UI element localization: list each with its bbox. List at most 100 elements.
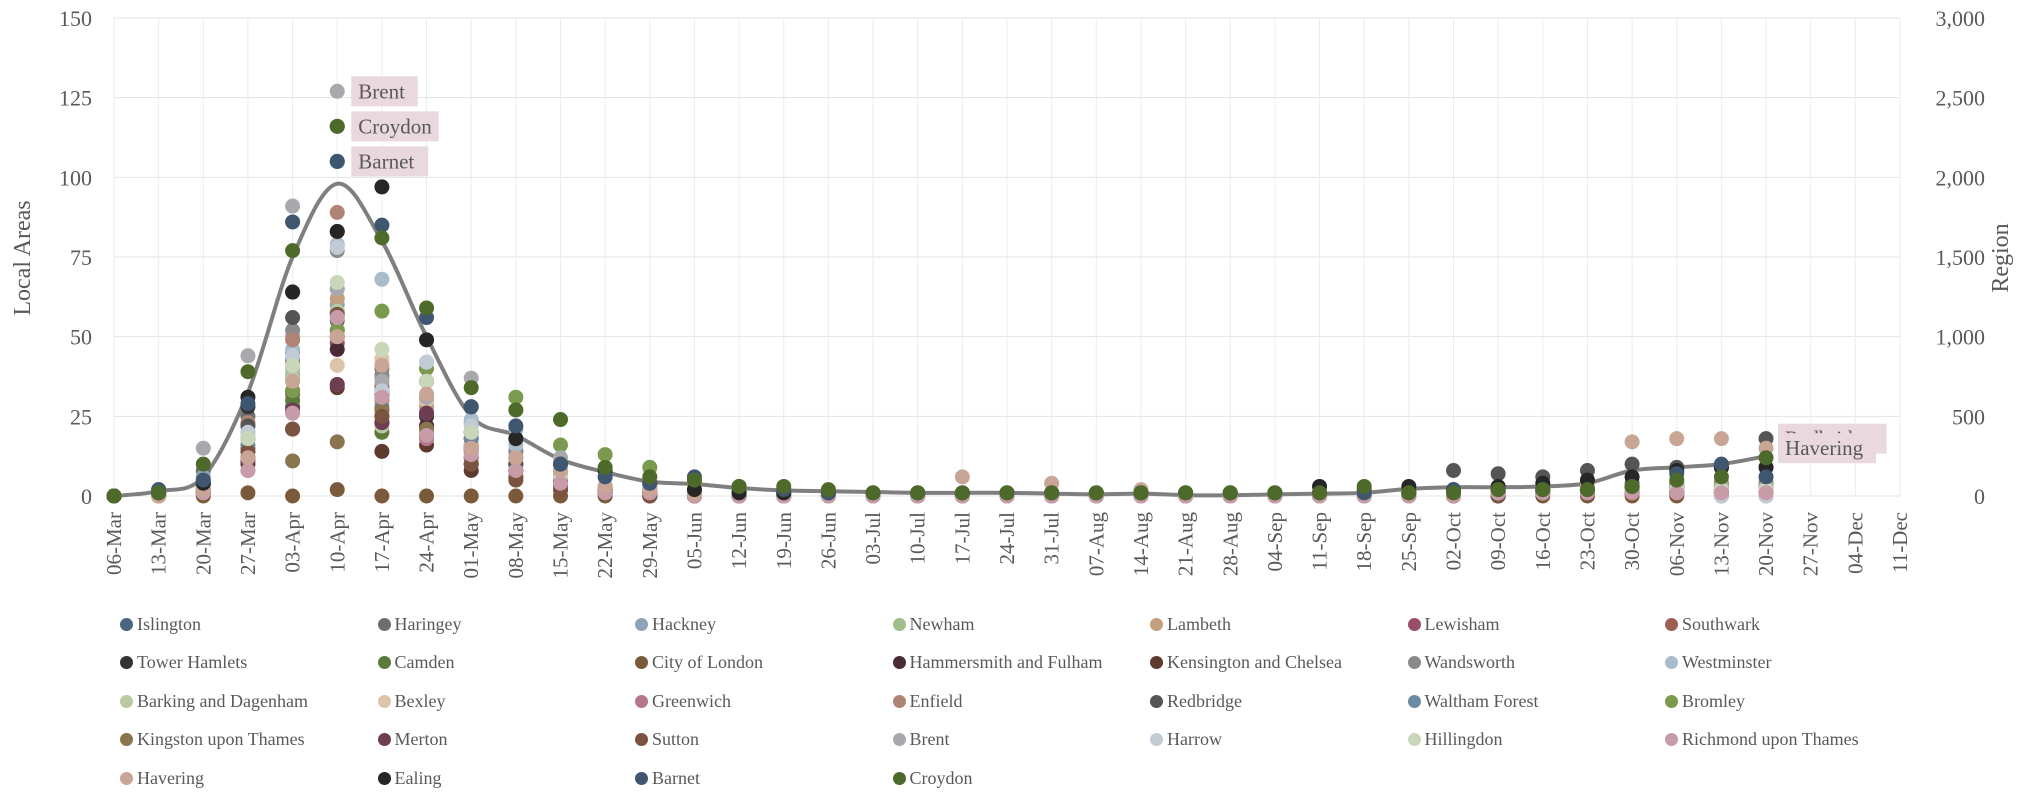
legend-item: Redbridge: [1150, 688, 1242, 714]
data-point: [463, 424, 479, 440]
series-redbridge: [106, 310, 1774, 504]
data-point: [285, 421, 301, 437]
legend-label: Sutton: [652, 729, 700, 749]
legend-swatch: [377, 656, 391, 669]
data-point: [553, 475, 568, 491]
legend-label: Ealing: [394, 767, 442, 788]
data-point: [329, 482, 345, 498]
legend-swatch: [1150, 617, 1163, 631]
data-point: [329, 357, 345, 373]
legend-item: Newham: [892, 611, 975, 637]
annotation-label: Croydon: [358, 114, 432, 138]
left-tick-label: 25: [70, 404, 92, 429]
series-haringey: [106, 313, 1774, 504]
data-point: [285, 453, 301, 469]
annotation: Croydon: [329, 111, 439, 142]
data-point: [553, 456, 568, 472]
data-point: [1713, 469, 1729, 485]
series-enfield: [106, 204, 1774, 504]
data-point: [374, 389, 390, 405]
legend-item: Islington: [120, 611, 201, 637]
x-tick-label: 24-Apr: [415, 512, 439, 573]
data-point: [374, 357, 390, 373]
legend-label: Richmond upon Thames: [1682, 729, 1859, 749]
data-point: [1178, 485, 1194, 501]
x-tick-label: 04-Dec: [1843, 512, 1867, 574]
legend-swatch: [635, 656, 648, 669]
scatter-points: [106, 118, 1774, 504]
legend-label: Waltham Forest: [1424, 690, 1539, 711]
data-point: [1267, 485, 1283, 501]
legend-label: Brent: [909, 729, 950, 749]
x-tick-label: 11-Dec: [1888, 512, 1912, 573]
data-point: [419, 332, 435, 348]
legend-swatch: [635, 771, 648, 785]
data-point: [285, 214, 301, 230]
legend-item: Lewisham: [1407, 611, 1499, 637]
left-axis: 0 25 50 75 100 125 150: [59, 6, 92, 509]
data-point: [329, 376, 345, 392]
legend-label: Harrow: [1167, 729, 1222, 749]
data-point: [1669, 485, 1685, 501]
x-tick-label: 24-Jul: [995, 512, 1019, 565]
x-tick-label: 31-Jul: [1040, 512, 1064, 565]
data-point: [1088, 485, 1104, 501]
x-tick-label: 02-Oct: [1442, 512, 1466, 570]
legend-item: Hackney: [635, 611, 716, 637]
data-point: [910, 485, 926, 501]
data-point: [954, 469, 970, 485]
legend-label: Barking and Dagenham: [137, 690, 308, 711]
x-tick-label: 28-Aug: [1218, 512, 1242, 577]
annotation-marker: [329, 153, 345, 169]
legend-swatch: [892, 617, 906, 631]
legend-swatch: [1150, 694, 1163, 708]
data-point: [508, 488, 524, 504]
x-tick-label: 01-May: [459, 512, 483, 579]
series-hackney: [106, 297, 1774, 504]
data-point: [1356, 478, 1372, 494]
x-tick-label: 09-Oct: [1486, 512, 1510, 570]
legend-item: Bromley: [1665, 688, 1745, 714]
data-point: [285, 405, 301, 421]
annotation-label: Brent: [358, 79, 405, 103]
data-point: [553, 412, 568, 428]
data-point: [820, 482, 836, 498]
x-tick-label: 03-Apr: [281, 512, 305, 573]
legend-item: Enfield: [892, 688, 963, 714]
region-line-layer: [113, 181, 1767, 498]
legend-label: Enfield: [909, 690, 963, 711]
x-tick-label: 19-Jun: [772, 512, 796, 570]
legend-swatch: [1150, 656, 1163, 669]
data-point: [419, 354, 435, 370]
x-tick-label: 27-Nov: [1799, 512, 1823, 577]
legend-swatch: [377, 771, 391, 785]
legend-label: Havering: [137, 767, 204, 788]
data-point: [731, 478, 747, 494]
legend-label: Kensington and Chelsea: [1167, 652, 1342, 672]
legend-item: Waltham Forest: [1407, 688, 1539, 714]
data-point: [1669, 431, 1685, 447]
data-point: [285, 284, 301, 300]
series-richmond-upon-thames: [106, 310, 1774, 504]
series-newham: [106, 281, 1774, 504]
legend-label: Newham: [909, 613, 975, 634]
legend-swatch: [892, 656, 906, 669]
series-merton: [106, 376, 1774, 504]
annotation-label: Barnet: [358, 149, 414, 173]
x-tick-label: 29-May: [638, 512, 662, 579]
legend-swatch: [120, 733, 133, 746]
legend-item: City of London: [635, 650, 763, 676]
x-axis: 06-Mar 13-Mar 20-Mar 27-Mar 03-Apr 10-Apr 17-A…: [102, 512, 1912, 579]
series-wandsworth: [106, 243, 1774, 504]
legend-swatch: [377, 617, 391, 631]
legend-label: Bexley: [394, 690, 446, 711]
series-bromley: [106, 303, 1774, 504]
x-tick-label: 30-Oct: [1620, 512, 1644, 570]
data-point: [195, 440, 211, 456]
data-point: [1669, 472, 1685, 488]
x-tick-label: 25-Sep: [1397, 512, 1421, 572]
legend-swatch: [1665, 617, 1678, 631]
legend-swatch: [635, 617, 648, 631]
right-tick-label: 500: [1952, 404, 1985, 429]
data-point: [419, 373, 435, 389]
